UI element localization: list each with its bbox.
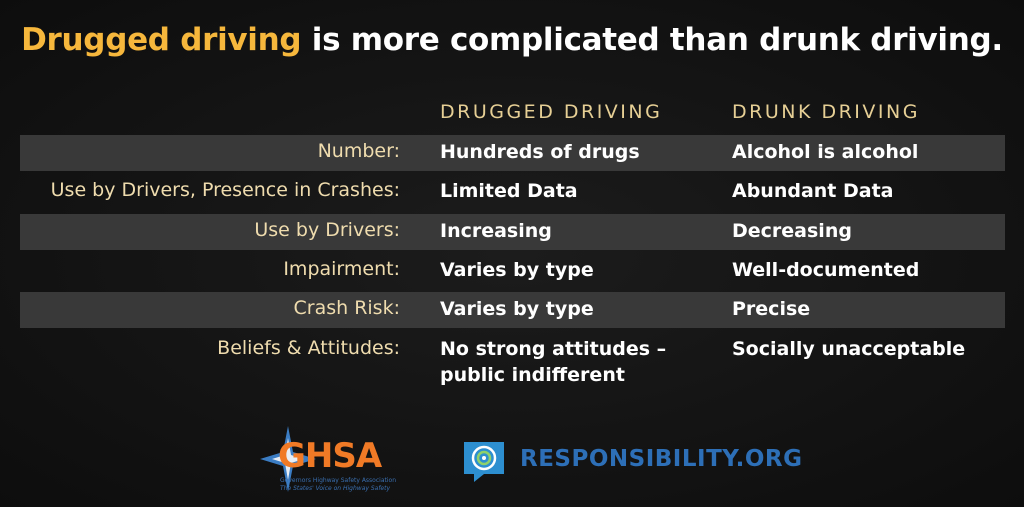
drunk-cell: Alcohol is alcohol bbox=[732, 141, 919, 163]
drugged-cell: Varies by type bbox=[440, 298, 594, 321]
title: Drugged driving is more complicated than… bbox=[0, 22, 1024, 58]
ghsa-tagline: The States' Voice on Highway Safety bbox=[280, 485, 391, 492]
row-label: Impairment: bbox=[283, 257, 400, 280]
row-label: Crash Risk: bbox=[293, 297, 401, 320]
row-label: Use by Drivers, Presence in Crashes: bbox=[50, 179, 400, 202]
responsibility-icon bbox=[464, 442, 504, 482]
ghsa-full-name: Governors Highway Safety Association bbox=[280, 477, 396, 484]
row-band bbox=[20, 292, 1005, 329]
drunk-cell: Abundant Data bbox=[732, 180, 894, 203]
column-header: DRUGGED DRIVING bbox=[440, 101, 663, 123]
title-highlight: Drugged driving bbox=[21, 22, 302, 58]
drugged-cell: Hundreds of drugs bbox=[440, 141, 640, 163]
row-label: Number: bbox=[317, 140, 400, 162]
row-band bbox=[20, 135, 1005, 171]
title-rest: is more complicated than drunk driving. bbox=[311, 22, 1003, 58]
drugged-cell: Varies by type bbox=[440, 258, 594, 281]
responsibility-logo-text: RESPONSIBILITY.ORG bbox=[520, 446, 803, 472]
drunk-cell: Socially unacceptable bbox=[732, 337, 966, 360]
drunk-cell: Precise bbox=[732, 298, 811, 321]
row-label: Use by Drivers: bbox=[254, 218, 400, 241]
drugged-cell: Limited Data bbox=[440, 180, 578, 203]
ghsa-star bbox=[260, 426, 316, 492]
drunk-cell: Well-documented bbox=[732, 258, 920, 281]
column-header: DRUNK DRIVING bbox=[732, 101, 920, 123]
drunk-cell: Decreasing bbox=[732, 219, 852, 242]
drugged-cell: No strong attitudes – public indifferent bbox=[440, 337, 667, 386]
row-band bbox=[20, 213, 1005, 250]
ghsa-logo-text: GHSA bbox=[278, 436, 382, 476]
drugged-cell: Increasing bbox=[440, 219, 552, 242]
row-label: Beliefs & Attitudes: bbox=[217, 336, 400, 359]
